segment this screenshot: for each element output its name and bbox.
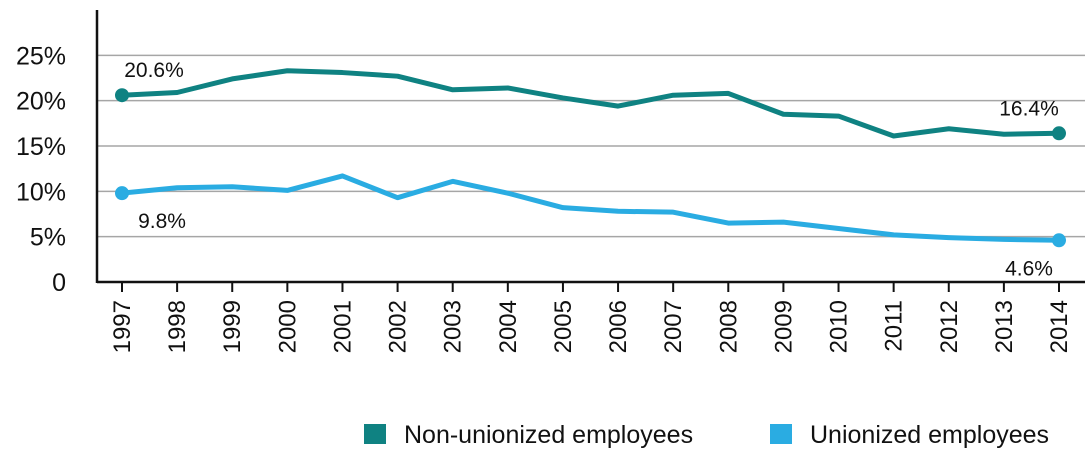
- x-tick-label: 2000: [274, 300, 301, 353]
- x-tick-label: 2010: [826, 300, 853, 353]
- x-tick-label: 2007: [660, 300, 687, 353]
- x-tick-label: 2008: [715, 300, 742, 353]
- legend-label: Non-unionized employees: [404, 421, 693, 449]
- y-tick-label: 0: [52, 269, 66, 297]
- end-marker: [115, 186, 129, 201]
- y-tick-label: 5%: [30, 224, 66, 252]
- x-tick-label: 2003: [440, 300, 467, 353]
- data-label: 9.8%: [138, 210, 186, 233]
- x-tick-label: 2012: [936, 300, 963, 353]
- y-tick-label: 20%: [16, 88, 66, 116]
- x-tick-label: 2002: [385, 300, 412, 353]
- x-tick-label: 2009: [770, 300, 797, 353]
- y-tick-label: 25%: [16, 42, 66, 70]
- x-tick-label: 1999: [219, 300, 246, 353]
- x-tick-label: 2005: [550, 300, 577, 353]
- x-tick-label: 2001: [329, 300, 356, 353]
- y-tick-label: 15%: [16, 133, 66, 161]
- y-tick-label: 10%: [16, 178, 66, 206]
- data-label: 16.4%: [999, 97, 1059, 120]
- data-label: 4.6%: [1005, 257, 1053, 280]
- x-tick-label: 2006: [605, 300, 632, 353]
- x-tick-label: 2004: [495, 300, 522, 353]
- data-label: 20.6%: [124, 59, 184, 82]
- end-marker: [115, 88, 129, 103]
- legend-label: Unionized employees: [810, 421, 1049, 449]
- x-tick-label: 2013: [991, 300, 1018, 353]
- end-marker: [1052, 126, 1066, 141]
- series-line: [121, 68, 1060, 139]
- legend-swatch: [364, 424, 386, 444]
- x-tick-label: 1998: [164, 300, 191, 353]
- series-line: [121, 173, 1060, 243]
- x-tick-label: 2011: [881, 300, 908, 352]
- end-marker: [1052, 233, 1066, 248]
- legend-swatch: [770, 424, 792, 444]
- x-tick-label: 1997: [109, 300, 136, 353]
- x-tick-label: 2014: [1046, 300, 1073, 353]
